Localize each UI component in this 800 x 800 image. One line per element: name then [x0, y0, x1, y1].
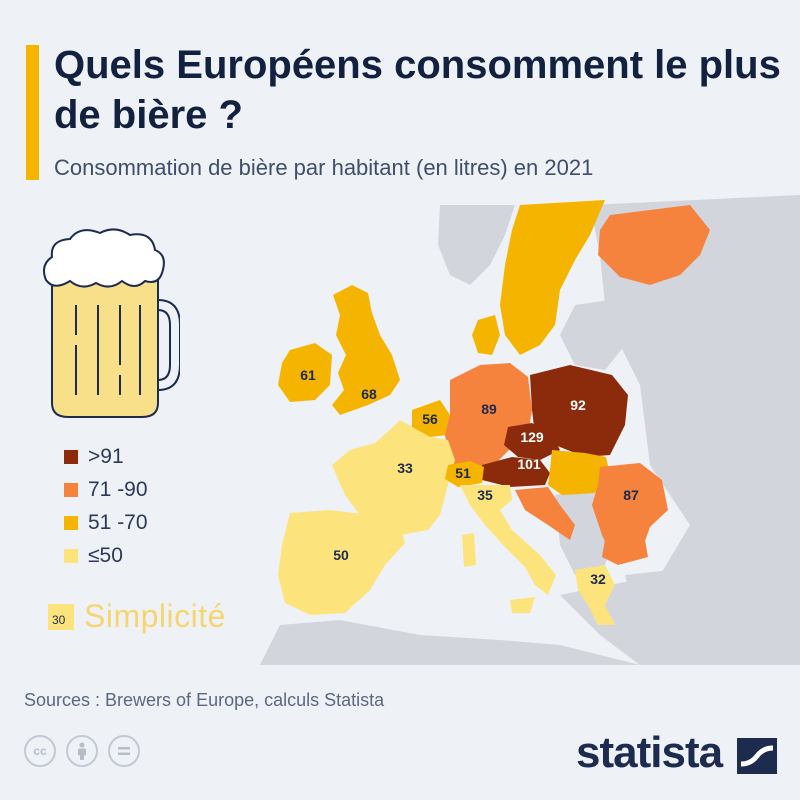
label-belgium: 56: [422, 411, 438, 427]
italy-shape: [460, 485, 556, 595]
legend-item-gt91: >91: [64, 440, 148, 473]
belgium-shape: [412, 400, 450, 437]
europe-map: 61 68 56 33 89 92 129 101 51 35 87 50 32: [260, 195, 800, 665]
legend-label: 51 -70: [88, 510, 148, 534]
land-scandinavia-north: [438, 205, 515, 285]
legend-item-51-70: 51 -70: [64, 506, 148, 539]
france-shape: [332, 420, 455, 535]
nd-icon[interactable]: [108, 735, 140, 767]
legend-swatch: [64, 482, 78, 497]
label-czechia: 129: [520, 429, 544, 445]
austria-shape: [482, 457, 550, 487]
legend-item-71-90: 71 -90: [64, 473, 148, 506]
land-turkey: [625, 567, 800, 645]
spain-shape: [278, 510, 405, 615]
label-germany: 89: [481, 401, 497, 417]
bulgaria-shape: [602, 540, 648, 565]
label-romania: 87: [623, 487, 639, 503]
license-icons: cc: [24, 735, 140, 767]
poland-shape: [530, 365, 628, 457]
czechia-shape: [504, 423, 560, 460]
legend-label: 71 -90: [88, 477, 148, 501]
sweden-shape: [500, 200, 605, 355]
denmark-shape: [472, 315, 500, 355]
legend-item-le50: ≤50: [64, 539, 148, 572]
sicily-shape: [510, 597, 535, 613]
label-ireland: 61: [300, 367, 316, 383]
map-legend: >91 71 -90 51 -70 ≤50: [64, 440, 148, 572]
ireland-shape: [278, 343, 332, 402]
statista-mark-icon: [737, 738, 777, 774]
label-spain: 50: [333, 547, 349, 563]
switzerland-shape: [445, 461, 484, 487]
malta-marker: [48, 604, 74, 630]
label-france: 33: [397, 460, 413, 476]
greece-shape: [575, 565, 615, 625]
label-austria: 101: [517, 456, 541, 472]
label-malta: 30: [52, 613, 66, 627]
land-east: [560, 195, 800, 665]
sources-note: Sources : Brewers of Europe, calculs Sta…: [24, 690, 385, 710]
land-baltics: [560, 300, 625, 370]
statista-logo[interactable]: statista: [576, 728, 723, 777]
label-greece: 32: [590, 571, 606, 587]
legend-swatch: [64, 548, 78, 563]
croatia-shape: [515, 487, 575, 540]
cc-icon[interactable]: cc: [24, 735, 56, 767]
simplicite-watermark: Simplicité: [84, 598, 226, 634]
land-north-africa: [260, 620, 640, 665]
title-accent-bar: [26, 45, 39, 180]
page-title: Quels Européens consomment le plus de bi…: [54, 43, 781, 137]
page-subtitle: Consommation de bière par habitant (en l…: [54, 155, 594, 180]
legend-swatch: [64, 515, 78, 530]
legend-swatch: [64, 449, 78, 464]
label-italy: 35: [477, 487, 493, 503]
sardinia-shape: [462, 533, 476, 567]
legend-label: >91: [88, 444, 124, 468]
uk-shape: [332, 285, 400, 415]
label-poland: 92: [570, 397, 586, 413]
legend-label: ≤50: [88, 543, 123, 567]
label-uk: 68: [361, 386, 377, 402]
hungary-shape: [548, 450, 610, 495]
romania-shape: [592, 463, 668, 557]
beer-mug-icon: [43, 228, 180, 418]
label-switzerland: 51: [455, 465, 471, 481]
by-icon[interactable]: [66, 735, 98, 767]
finland-shape: [598, 205, 710, 285]
